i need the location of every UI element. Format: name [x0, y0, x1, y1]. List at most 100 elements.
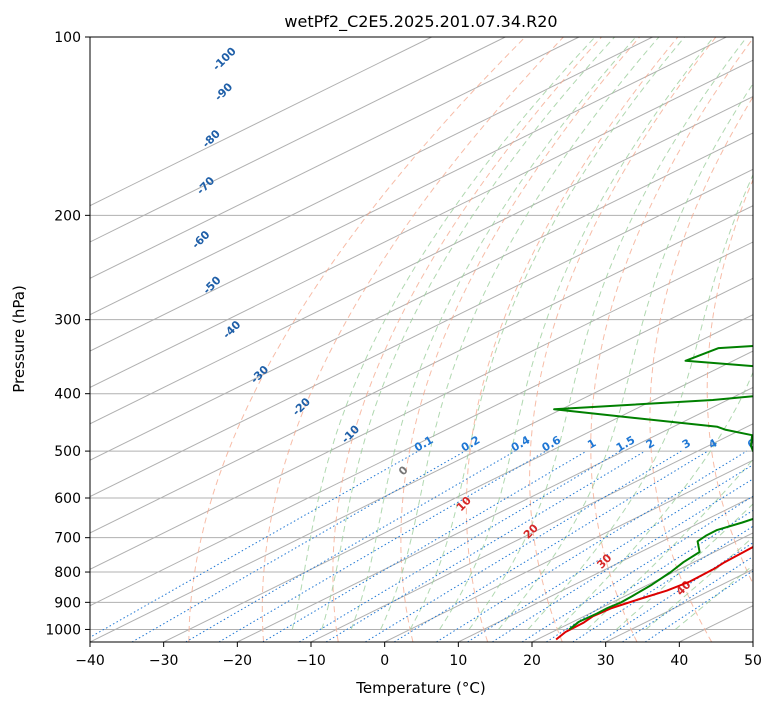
- y-tick-label: 1000: [45, 622, 81, 638]
- dry-adiabat-label: -20: [290, 395, 313, 418]
- x-tick-label: 10: [449, 653, 467, 669]
- x-tick-label: 20: [523, 653, 541, 669]
- moist-adiabat-line: [291, 37, 596, 630]
- mixing-ratio-line: [185, 450, 516, 642]
- isotherm-line: [90, 205, 753, 534]
- isotherm-line: [458, 495, 753, 642]
- dry-adiabat-line: [400, 37, 640, 642]
- y-tick-label: 800: [54, 565, 81, 581]
- dry-adiabat-lines: [188, 37, 775, 642]
- isotherm-line: [752, 641, 753, 642]
- pressure-gridlines: [90, 37, 753, 630]
- moist-adiabat-line: [616, 503, 753, 630]
- mixing-ratio-line: [262, 450, 587, 642]
- moist-adiabat-line: [468, 37, 748, 630]
- isotherm-line: [90, 95, 753, 425]
- moist-adiabat-line: [380, 37, 660, 630]
- y-tick-label: 400: [54, 387, 81, 403]
- isotherm-line: [90, 132, 753, 461]
- mixing-ratio-line: [599, 542, 753, 642]
- mixing-ratio-line: [436, 450, 747, 642]
- isotherm-line: [90, 37, 580, 279]
- isotherm-line: [90, 277, 753, 607]
- x-tick-label: 0: [380, 653, 389, 669]
- dry-adiabat-label: 30: [594, 551, 614, 571]
- moist-adiabat-line: [675, 564, 753, 630]
- mixing-ratio-line: [90, 450, 419, 638]
- isotherm-line: [679, 605, 753, 642]
- plot-frame: [89, 36, 754, 643]
- dry-adiabat-line: [188, 37, 526, 642]
- isotherm-line: [384, 459, 753, 642]
- mixing-ratio-line: [131, 450, 466, 642]
- moist-adiabat-line: [439, 37, 714, 630]
- mixing-ratio-label: 6: [745, 436, 758, 451]
- x-tick-label: 50: [744, 653, 762, 669]
- y-tick-label: 900: [54, 595, 81, 611]
- y-axis-ticks: 100 200 300 400 500 600 700 800 900 1000: [45, 30, 90, 638]
- x-tick-label: −10: [296, 653, 326, 669]
- isotherm-line: [90, 241, 753, 570]
- dry-adiabat-line: [706, 178, 753, 585]
- mixing-ratio-label: 1: [585, 436, 598, 451]
- x-tick-label: 30: [597, 653, 615, 669]
- mixing-ratio-label: 3: [680, 436, 693, 451]
- moist-adiabat-line: [586, 458, 753, 630]
- y-tick-label: 100: [54, 30, 81, 46]
- moist-adiabat-lines: [291, 37, 753, 630]
- dry-adiabat-line: [649, 96, 753, 642]
- dry-adiabat-label: 20: [521, 521, 541, 541]
- isotherm-line: [163, 350, 753, 642]
- dry-adiabat-line: [261, 37, 564, 642]
- moist-adiabat-line: [321, 37, 615, 630]
- isotherm-line: [90, 37, 727, 352]
- mixing-ratio-label: 4: [706, 436, 719, 451]
- x-axis-ticks: −40 −30 −20 −10 0 10 20 30 40 50: [75, 642, 762, 669]
- dry-adiabat-label: -90: [212, 80, 235, 103]
- x-tick-label: 40: [670, 653, 688, 669]
- mixing-ratio-line: [218, 450, 547, 642]
- moist-adiabat-line: [498, 82, 753, 630]
- isotherm-line: [310, 423, 753, 642]
- mixing-ratio-line: [492, 478, 753, 642]
- dry-adiabat-line: [763, 37, 775, 642]
- mixing-ratio-line: [393, 450, 709, 642]
- dry-adiabat-label: -100: [210, 44, 239, 73]
- dry-adiabat-line: [465, 37, 679, 642]
- dry-adiabat-label: 0: [396, 463, 411, 478]
- isotherm-lines: [90, 37, 753, 642]
- dry-adiabat-label: -50: [200, 273, 223, 296]
- y-tick-label: 500: [54, 444, 81, 460]
- plot-area: 0.10.20.40.611.52346810131620253036-100-…: [90, 37, 775, 642]
- mixing-ratio-line: [572, 525, 753, 642]
- mixing-ratio-line: [467, 464, 753, 642]
- dry-adiabat-label: -10: [339, 422, 362, 445]
- x-tick-label: −30: [149, 653, 179, 669]
- isotherm-line: [90, 37, 653, 316]
- mixing-ratio-line: [298, 450, 621, 642]
- mixing-ratio-line: [546, 509, 753, 642]
- chart-title: wetPf2_C2E5.2025.201.07.34.R20: [284, 12, 557, 32]
- y-axis-title: Pressure (hPa): [10, 285, 28, 393]
- moist-adiabat-line: [557, 371, 753, 630]
- isotherm-line: [90, 168, 753, 498]
- isotherm-line: [90, 37, 432, 207]
- mixing-ratio-line: [365, 450, 682, 642]
- dewpoint-profile-line: [553, 344, 753, 631]
- isotherm-line: [90, 37, 506, 243]
- moist-adiabat-line: [350, 37, 637, 630]
- x-tick-label: −20: [223, 653, 253, 669]
- dry-adiabat-line: [529, 37, 717, 642]
- dry-adiabat-label: -70: [194, 174, 217, 197]
- isotherm-line: [90, 314, 753, 642]
- dry-adiabat-label: -80: [200, 127, 223, 150]
- x-axis-title: Temperature (°C): [355, 679, 485, 697]
- profile-series: [553, 344, 753, 641]
- dry-adiabat-line: [332, 37, 602, 642]
- isotherm-line: [237, 386, 753, 642]
- mixing-ratio-lines: [90, 450, 753, 642]
- y-tick-label: 300: [54, 313, 81, 329]
- moist-adiabat-line: [409, 37, 685, 630]
- x-tick-label: −40: [75, 653, 105, 669]
